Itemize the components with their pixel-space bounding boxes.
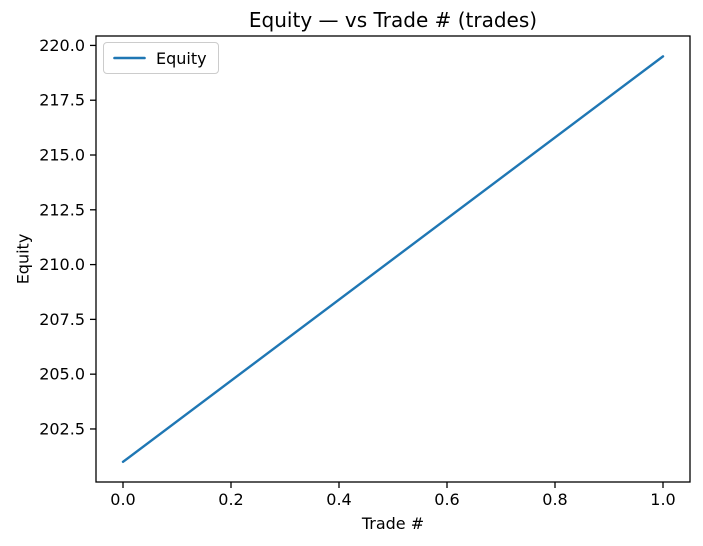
- legend-line-swatch: [113, 56, 146, 60]
- legend-label: Equity: [156, 48, 207, 68]
- y-tick-label: 217.5: [39, 91, 85, 110]
- plot-frame: [95, 35, 691, 483]
- y-tick-label: 202.5: [39, 419, 85, 438]
- series-line-equity: [121, 55, 665, 464]
- y-tick-label: 205.0: [39, 365, 85, 384]
- x-axis-label: Trade #: [361, 514, 425, 533]
- x-tick-label: 0.2: [218, 490, 243, 509]
- y-tick-label: 207.5: [39, 310, 85, 329]
- y-tick-label: 210.0: [39, 255, 85, 274]
- x-tick-label: 1.0: [650, 490, 675, 509]
- legend: Equity: [103, 42, 219, 74]
- x-tick-label: 0.8: [542, 490, 567, 509]
- x-tick-label: 0.0: [110, 490, 135, 509]
- x-tick-label: 0.4: [326, 490, 351, 509]
- y-tick-label: 220.0: [39, 36, 85, 55]
- x-tick-label: 0.6: [434, 490, 459, 509]
- chart-title: Equity — vs Trade # (trades): [248, 8, 538, 32]
- y-tick-label: 212.5: [39, 200, 85, 219]
- y-tick-label: 215.0: [39, 146, 85, 165]
